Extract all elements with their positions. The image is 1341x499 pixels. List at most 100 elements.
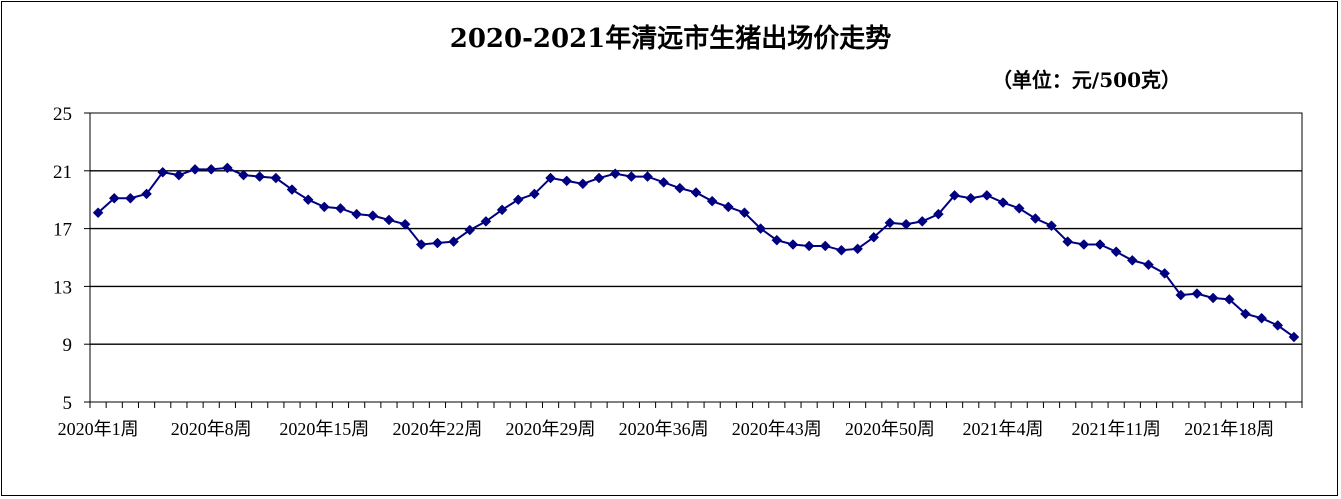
data-point-marker xyxy=(690,187,702,198)
data-point-marker xyxy=(609,168,621,180)
data-point-marker xyxy=(1143,259,1154,271)
data-point-marker xyxy=(561,175,573,187)
data-point-marker xyxy=(529,188,540,200)
data-point-marker xyxy=(512,194,524,206)
data-point-marker xyxy=(399,218,411,230)
x-tick-label: 2020年1周 xyxy=(58,419,139,439)
data-point-marker xyxy=(432,237,443,249)
data-point-marker xyxy=(1191,288,1203,299)
y-tick-label: 9 xyxy=(63,335,73,356)
data-point-marker xyxy=(286,184,298,195)
data-point-marker xyxy=(593,172,605,184)
plot-area xyxy=(89,112,1303,403)
data-point-marker xyxy=(706,195,718,207)
data-point-marker xyxy=(1094,239,1106,250)
data-point-marker xyxy=(1030,213,1041,224)
data-point-marker xyxy=(1126,255,1138,266)
data-point-marker xyxy=(722,201,734,213)
data-point-marker xyxy=(803,240,815,252)
data-point-marker xyxy=(464,224,476,236)
y-axis-labels: 5 9 13 17 21 25 xyxy=(53,104,72,414)
data-point-marker xyxy=(448,236,459,247)
data-point-marker xyxy=(141,188,152,200)
x-tick-label: 2020年50周 xyxy=(845,419,935,439)
x-axis-labels: 2020年1周 2020年8周 2020年15周 2020年22周 2020年29周 20… xyxy=(58,419,1275,439)
x-axis-ticks xyxy=(89,402,1303,408)
data-point-marker xyxy=(1062,236,1074,247)
data-point-marker xyxy=(415,239,427,250)
unit-label: （单位：元/500克） xyxy=(991,68,1181,92)
data-point-marker xyxy=(1078,239,1090,250)
data-point-marker xyxy=(1175,289,1187,301)
y-tick-label: 13 xyxy=(53,277,72,298)
data-point-marker xyxy=(108,192,120,204)
data-point-marker xyxy=(1013,203,1025,214)
data-point-marker xyxy=(318,201,330,213)
chart-title: 2020-2021年清远市生猪出场价走势 xyxy=(449,24,892,54)
data-point-marker xyxy=(302,194,314,206)
data-point-marker xyxy=(189,164,201,175)
data-point-marker xyxy=(755,223,766,234)
data-point-marker xyxy=(819,240,831,252)
data-point-marker xyxy=(1110,246,1122,258)
data-point-marker xyxy=(787,239,799,250)
x-tick-label: 2020年29周 xyxy=(506,419,596,439)
data-point-marker xyxy=(238,169,249,181)
data-point-marker xyxy=(658,177,670,188)
data-point-marker xyxy=(997,197,1009,208)
y-tick-label: 5 xyxy=(63,393,73,414)
data-point-marker xyxy=(981,190,993,201)
data-point-marker xyxy=(626,171,637,182)
data-point-marker xyxy=(949,190,960,201)
x-tick-label: 2020年15周 xyxy=(279,419,369,439)
data-point-marker xyxy=(900,218,912,230)
data-point-marker xyxy=(836,244,847,256)
data-point-marker xyxy=(480,216,492,227)
data-point-marker xyxy=(1223,294,1235,305)
x-tick-label: 2020年43周 xyxy=(732,419,822,439)
y-tick-label: 25 xyxy=(53,104,72,125)
data-point-marker xyxy=(1272,320,1284,331)
data-point-marker xyxy=(852,243,863,255)
data-point-marker xyxy=(916,216,928,227)
y-tick-label: 21 xyxy=(53,162,72,183)
y-tick-label: 17 xyxy=(53,220,72,241)
grid-lines xyxy=(84,112,1302,403)
x-tick-label: 2021年18周 xyxy=(1184,419,1274,439)
data-point-marker xyxy=(383,214,395,226)
data-point-marker xyxy=(1046,220,1057,232)
x-tick-label: 2021年11周 xyxy=(1071,419,1160,439)
data-point-marker xyxy=(1288,331,1300,343)
x-tick-label: 2020年36周 xyxy=(619,419,709,439)
data-point-marker xyxy=(496,204,508,216)
data-point-marker xyxy=(674,182,686,194)
data-point-marker xyxy=(1256,312,1267,324)
x-tick-label: 2021年4周 xyxy=(963,419,1044,439)
data-point-marker xyxy=(367,210,379,221)
data-point-marker xyxy=(157,166,169,178)
data-point-marker xyxy=(545,172,556,184)
data-point-marker xyxy=(1207,292,1219,304)
data-point-marker xyxy=(205,164,217,175)
data-point-marker xyxy=(173,169,185,181)
data-point-marker xyxy=(577,178,589,190)
data-point-marker xyxy=(125,192,136,204)
data-point-marker xyxy=(933,208,944,220)
data-point-marker xyxy=(351,208,362,220)
data-point-marker xyxy=(1240,308,1251,320)
x-tick-label: 2020年22周 xyxy=(392,419,482,439)
data-point-marker xyxy=(254,171,266,182)
data-point-marker xyxy=(1159,268,1170,279)
data-point-marker xyxy=(771,234,783,246)
data-point-marker xyxy=(335,203,346,214)
data-point-marker xyxy=(739,207,750,219)
data-point-marker xyxy=(965,192,977,204)
x-tick-label: 2020年8周 xyxy=(171,419,252,439)
data-point-marker xyxy=(270,172,282,184)
data-point-marker xyxy=(884,217,896,229)
data-point-marker xyxy=(92,207,104,219)
data-point-marker xyxy=(868,231,880,243)
data-point-marker xyxy=(222,162,233,174)
data-point-marker xyxy=(642,171,653,182)
